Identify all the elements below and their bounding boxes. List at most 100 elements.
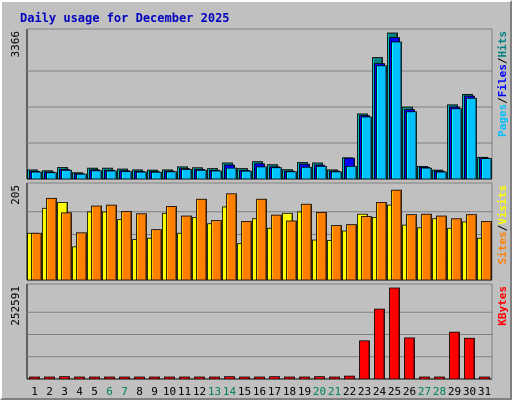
bar-pages-day-28	[436, 171, 447, 180]
bar-pages-day-10	[166, 171, 177, 180]
bar-body	[224, 376, 235, 380]
bar-body	[299, 376, 310, 380]
y-max-label: 3366	[9, 31, 22, 58]
bar-sites-day-12	[196, 198, 207, 281]
x-tick-label-23: 23	[358, 385, 371, 398]
bar-pages-day-13	[211, 170, 222, 180]
bar-body	[376, 202, 387, 281]
bar-body	[284, 376, 295, 380]
x-tick-label-4: 4	[76, 385, 83, 398]
bar-kbytes-day-20	[314, 376, 325, 380]
bar-body	[481, 158, 492, 180]
bar-body	[346, 224, 357, 281]
bar-body	[361, 116, 372, 180]
bar-body	[61, 169, 72, 180]
bar-kbytes-day-2	[44, 376, 55, 380]
bar-body	[151, 171, 162, 180]
bar-pages-day-15	[241, 170, 252, 180]
bar-kbytes-day-27	[419, 376, 430, 380]
bar-body	[419, 376, 430, 380]
bar-body	[196, 198, 207, 281]
bar-pages-day-29	[451, 108, 462, 180]
bar-kbytes-day-29	[449, 331, 460, 380]
x-tick-label-12: 12	[193, 385, 206, 398]
bar-body	[104, 376, 115, 380]
bar-pages-day-22	[346, 166, 357, 180]
bar-pages-day-3	[61, 169, 72, 180]
bar-pages-day-18	[286, 171, 297, 180]
x-tick-label-31: 31	[478, 385, 491, 398]
bar-body	[226, 167, 237, 180]
x-tick-label-6: 6	[106, 385, 113, 398]
bar-sites-day-22	[346, 224, 357, 281]
bar-body	[136, 171, 147, 180]
bar-body	[359, 340, 370, 380]
legend-entry-visits: Visits	[496, 185, 509, 225]
bar-pages-day-7	[121, 171, 132, 180]
x-tick-label-28: 28	[433, 385, 446, 398]
bar-kbytes-day-25	[389, 287, 400, 380]
x-axis-ticks: 1 2 3 4 5 6 7 8 9 10 11 12 13 14 15 16 17 18 19 20 21 22 23 24 2…	[31, 385, 491, 398]
bar-sites-day-6	[106, 204, 117, 281]
x-tick-label-2: 2	[46, 385, 53, 398]
bar-body	[149, 376, 160, 380]
bar-body	[134, 376, 145, 380]
x-tick-label-3: 3	[61, 385, 68, 398]
bar-pages-day-6	[106, 170, 117, 180]
panel-sites-visits: 205 Sites/Visits	[9, 182, 509, 281]
bar-body	[451, 108, 462, 180]
bar-kbytes-day-28	[434, 376, 445, 380]
bar-sites-day-23	[361, 216, 372, 281]
bar-body	[211, 170, 222, 180]
bar-pages-day-19	[301, 166, 312, 180]
bar-sites-day-20	[316, 212, 327, 281]
x-tick-label-22: 22	[343, 385, 356, 398]
bar-body	[421, 167, 432, 180]
bar-kbytes-day-22	[344, 375, 355, 380]
legend-separator: /	[496, 57, 509, 64]
bar-sites-day-2	[46, 197, 57, 281]
bar-body	[374, 308, 385, 380]
bar-body	[179, 376, 190, 380]
bar-body	[389, 287, 400, 380]
bar-body	[464, 337, 475, 380]
bar-body	[31, 232, 42, 281]
bar-sites-day-29	[451, 218, 462, 281]
bar-body	[406, 214, 417, 281]
bar-sites-day-14	[226, 193, 237, 281]
legend-entry-files: Files	[496, 64, 509, 97]
bar-pages-day-8	[136, 171, 147, 180]
x-tick-label-13: 13	[208, 385, 221, 398]
bar-sites-day-18	[286, 220, 297, 281]
bar-sites-day-25	[391, 189, 402, 281]
bar-pages-day-17	[271, 167, 282, 180]
bar-body	[226, 193, 237, 281]
bar-pages-day-12	[196, 169, 207, 180]
bar-body	[89, 376, 100, 380]
bar-kbytes-day-8	[134, 376, 145, 380]
bar-body	[391, 189, 402, 281]
bar-kbytes-day-1	[29, 376, 40, 380]
bar-kbytes-day-17	[269, 376, 280, 380]
bar-sites-day-7	[121, 211, 132, 281]
bar-kbytes-day-12	[194, 376, 205, 380]
bar-body	[286, 171, 297, 180]
bar-body	[166, 171, 177, 180]
y-max-label: 252591	[9, 286, 22, 326]
bar-kbytes-day-23	[359, 340, 370, 380]
bar-body	[164, 376, 175, 380]
bar-kbytes-day-6	[104, 376, 115, 380]
legend-separator: /	[496, 224, 509, 231]
x-tick-label-21: 21	[328, 385, 341, 398]
x-tick-label-15: 15	[238, 385, 251, 398]
bar-sites-day-4	[76, 232, 87, 281]
bar-kbytes-day-19	[299, 376, 310, 380]
bar-body	[256, 166, 267, 180]
bar-body	[106, 170, 117, 180]
bar-pages-day-4	[76, 173, 87, 180]
bar-body	[376, 65, 387, 180]
bar-body	[241, 170, 252, 180]
bar-body	[121, 171, 132, 180]
bar-sites-day-31	[481, 221, 492, 281]
